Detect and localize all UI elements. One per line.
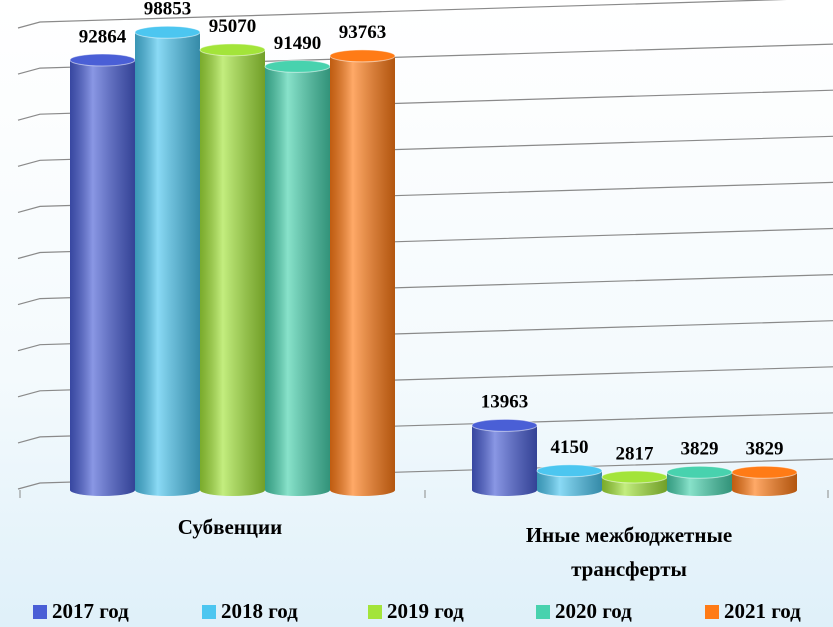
legend-swatch: [536, 605, 550, 619]
bar-shade: [537, 470, 602, 497]
legend-label: 2019 год: [387, 599, 464, 623]
bar-top: [329, 49, 396, 63]
bar-shade: [70, 60, 135, 497]
grid-line: [17, 181, 833, 213]
grid-line: [17, 43, 833, 75]
data-label: 3829: [681, 439, 719, 460]
data-label: 4150: [551, 437, 589, 458]
bar-top: [666, 465, 733, 479]
data-label: 2817: [616, 443, 655, 464]
legend-swatch: [368, 605, 382, 619]
data-label: 13963: [481, 392, 529, 413]
grid-line: [17, 274, 833, 306]
data-label: 93763: [339, 22, 387, 43]
bar-top: [134, 25, 201, 39]
grid-line: [17, 135, 833, 167]
bar-top: [264, 59, 331, 73]
bar-shade: [732, 472, 797, 497]
legend-swatch: [705, 605, 719, 619]
grid-line: [17, 0, 787, 29]
grid-line: [17, 412, 833, 444]
bar-top: [731, 465, 798, 479]
legend-label: 2017 год: [52, 599, 129, 623]
data-label: 3829: [746, 439, 784, 460]
bar-shade: [265, 66, 330, 497]
bar-top: [69, 53, 136, 67]
bar-top: [536, 464, 603, 478]
bar-top: [471, 418, 538, 432]
bar-shade: [602, 476, 667, 497]
legend-label: 2020 год: [555, 599, 632, 623]
legend-swatch: [202, 605, 216, 619]
grid-line: [17, 366, 833, 398]
grid-line: [17, 89, 833, 121]
data-label: 92864: [79, 26, 127, 47]
data-label: 98853: [144, 0, 192, 20]
legend-swatch: [33, 605, 47, 619]
bar-top: [601, 470, 668, 484]
category-label: Субвенции: [177, 515, 283, 539]
data-label: 91490: [274, 33, 322, 54]
grid-line: [17, 320, 833, 352]
bar-shade: [135, 32, 200, 497]
grid-line: [17, 227, 833, 260]
legend-label: 2018 год: [221, 599, 298, 623]
bar-shade: [472, 425, 537, 497]
data-label: 95070: [209, 16, 257, 37]
bar-shade: [200, 49, 265, 496]
bar-shade: [667, 472, 732, 497]
category-label: Иные межбюджетные трансферты: [525, 523, 733, 581]
bar-top: [199, 43, 266, 57]
bar-shade: [330, 55, 395, 497]
legend-label: 2021 год: [724, 599, 801, 623]
